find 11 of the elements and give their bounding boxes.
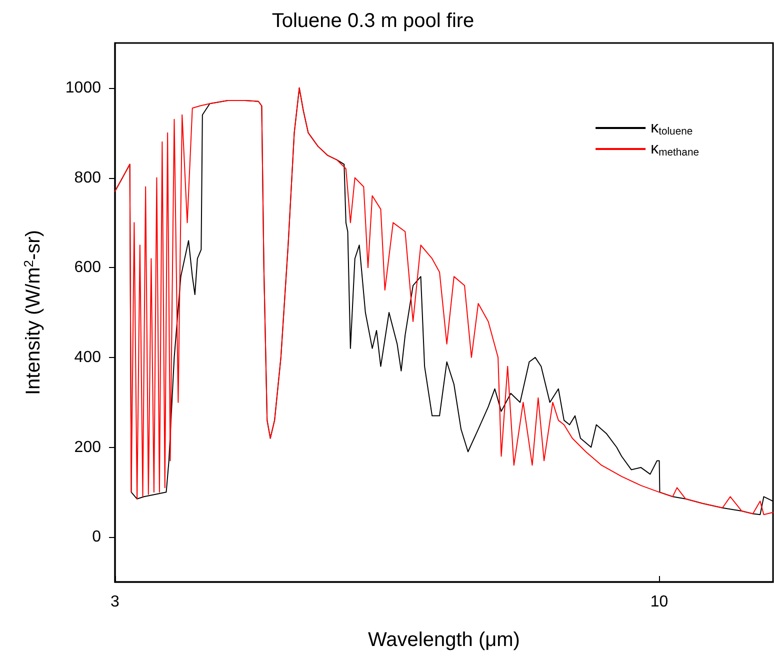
x-axis-title: Wavelength (μm)	[368, 629, 520, 651]
y-tick-label: 0	[92, 528, 102, 546]
y-tick-label: 1000	[65, 79, 102, 96]
y-tick-label: 400	[74, 348, 102, 366]
x-tick-label: 10	[650, 594, 668, 610]
y-tick-label: 800	[74, 169, 102, 186]
y-tick-label: 600	[74, 259, 102, 276]
x-tick-label: 3	[110, 594, 120, 610]
y-axis-title: Intensity (W/m2-sr)	[21, 230, 44, 396]
y-tick-label: 200	[74, 438, 102, 456]
chart-title: Toluene 0.3 m pool fire	[272, 10, 474, 32]
